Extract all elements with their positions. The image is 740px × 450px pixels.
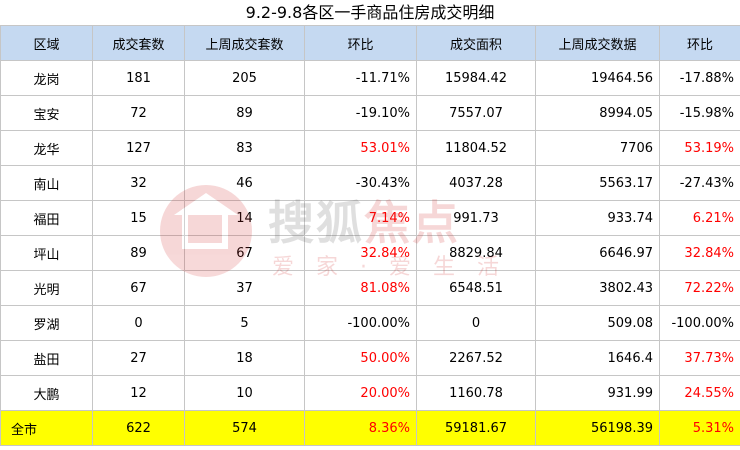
cell-district: 南山: [0, 165, 93, 201]
header-area-change: 环比: [659, 25, 740, 61]
cell-units: 0: [92, 305, 185, 341]
cell-last-area: 6646.97: [535, 235, 660, 271]
cell-units: 127: [92, 130, 185, 166]
cell-last-area: 56198.39: [535, 410, 660, 446]
cell-last-units: 5: [184, 305, 305, 341]
cell-units: 622: [92, 410, 185, 446]
cell-units-change: -30.43%: [304, 165, 417, 201]
cell-area: 991.73: [416, 200, 536, 236]
cell-last-area: 5563.17: [535, 165, 660, 201]
cell-area: 7557.07: [416, 95, 536, 131]
cell-last-units: 89: [184, 95, 305, 131]
cell-units-change: 32.84%: [304, 235, 417, 271]
header-units-change: 环比: [304, 25, 417, 61]
cell-last-units: 10: [184, 375, 305, 411]
cell-last-units: 205: [184, 60, 305, 96]
header-row: 区域 成交套数 上周成交套数 环比 成交面积 上周成交数据 环比: [0, 25, 740, 61]
cell-last-area: 931.99: [535, 375, 660, 411]
cell-last-units: 14: [184, 200, 305, 236]
cell-units-change: 20.00%: [304, 375, 417, 411]
cell-units: 27: [92, 340, 185, 376]
table-row: 福田 15 14 7.14% 991.73 933.74 6.21%: [0, 200, 740, 236]
cell-area-change: -15.98%: [659, 95, 740, 131]
cell-last-area: 1646.4: [535, 340, 660, 376]
cell-district: 全市: [0, 410, 93, 446]
cell-district: 宝安: [0, 95, 93, 131]
cell-last-area: 509.08: [535, 305, 660, 341]
table-row: 坪山 89 67 32.84% 8829.84 6646.97 32.84%: [0, 235, 740, 271]
cell-district: 龙岗: [0, 60, 93, 96]
cell-district: 光明: [0, 270, 93, 306]
cell-units: 67: [92, 270, 185, 306]
cell-area-change: 53.19%: [659, 130, 740, 166]
table-title: 9.2-9.8各区一手商品住房成交明细: [0, 0, 740, 25]
cell-area: 59181.67: [416, 410, 536, 446]
cell-district: 坪山: [0, 235, 93, 271]
table-row: 龙岗 181 205 -11.71% 15984.42 19464.56 -17.88%: [0, 60, 740, 96]
cell-units: 72: [92, 95, 185, 131]
header-district: 区域: [0, 25, 93, 61]
cell-units-change: 81.08%: [304, 270, 417, 306]
cell-units: 181: [92, 60, 185, 96]
cell-area: 2267.52: [416, 340, 536, 376]
cell-district: 福田: [0, 200, 93, 236]
cell-units: 12: [92, 375, 185, 411]
cell-units-change: 53.01%: [304, 130, 417, 166]
cell-units: 15: [92, 200, 185, 236]
cell-area-change: -17.88%: [659, 60, 740, 96]
cell-area-change: 37.73%: [659, 340, 740, 376]
cell-area: 6548.51: [416, 270, 536, 306]
cell-last-area: 8994.05: [535, 95, 660, 131]
cell-last-units: 83: [184, 130, 305, 166]
header-units: 成交套数: [92, 25, 185, 61]
cell-units: 89: [92, 235, 185, 271]
cell-area-change: 24.55%: [659, 375, 740, 411]
cell-area: 1160.78: [416, 375, 536, 411]
cell-district: 盐田: [0, 340, 93, 376]
cell-last-units: 18: [184, 340, 305, 376]
cell-district: 龙华: [0, 130, 93, 166]
cell-last-units: 67: [184, 235, 305, 271]
cell-area-change: 72.22%: [659, 270, 740, 306]
cell-area: 8829.84: [416, 235, 536, 271]
cell-units-change: -100.00%: [304, 305, 417, 341]
cell-area: 15984.42: [416, 60, 536, 96]
header-last-area: 上周成交数据: [535, 25, 660, 61]
cell-last-area: 19464.56: [535, 60, 660, 96]
cell-area-change: 5.31%: [659, 410, 740, 446]
cell-units-change: -11.71%: [304, 60, 417, 96]
transaction-table: 区域 成交套数 上周成交套数 环比 成交面积 上周成交数据 环比 龙岗 181 20…: [0, 25, 740, 446]
cell-units-change: 8.36%: [304, 410, 417, 446]
table-row: 宝安 72 89 -19.10% 7557.07 8994.05 -15.98%: [0, 95, 740, 131]
total-row: 全市 622 574 8.36% 59181.67 56198.39 5.31%: [0, 410, 740, 446]
cell-area: 4037.28: [416, 165, 536, 201]
table-row: 大鹏 12 10 20.00% 1160.78 931.99 24.55%: [0, 375, 740, 411]
cell-area: 0: [416, 305, 536, 341]
cell-area-change: -100.00%: [659, 305, 740, 341]
cell-units-change: 50.00%: [304, 340, 417, 376]
cell-district: 大鹏: [0, 375, 93, 411]
cell-district: 罗湖: [0, 305, 93, 341]
table-row: 南山 32 46 -30.43% 4037.28 5563.17 -27.43%: [0, 165, 740, 201]
cell-units-change: 7.14%: [304, 200, 417, 236]
cell-area-change: -27.43%: [659, 165, 740, 201]
cell-last-area: 7706: [535, 130, 660, 166]
table-row: 光明 67 37 81.08% 6548.51 3802.43 72.22%: [0, 270, 740, 306]
cell-area: 11804.52: [416, 130, 536, 166]
header-area: 成交面积: [416, 25, 536, 61]
header-last-units: 上周成交套数: [184, 25, 305, 61]
cell-last-area: 933.74: [535, 200, 660, 236]
table-row: 龙华 127 83 53.01% 11804.52 7706 53.19%: [0, 130, 740, 166]
cell-area-change: 32.84%: [659, 235, 740, 271]
table-row: 盐田 27 18 50.00% 2267.52 1646.4 37.73%: [0, 340, 740, 376]
cell-units-change: -19.10%: [304, 95, 417, 131]
table-row: 罗湖 0 5 -100.00% 0 509.08 -100.00%: [0, 305, 740, 341]
cell-last-area: 3802.43: [535, 270, 660, 306]
cell-last-units: 37: [184, 270, 305, 306]
cell-last-units: 574: [184, 410, 305, 446]
cell-last-units: 46: [184, 165, 305, 201]
cell-units: 32: [92, 165, 185, 201]
cell-area-change: 6.21%: [659, 200, 740, 236]
